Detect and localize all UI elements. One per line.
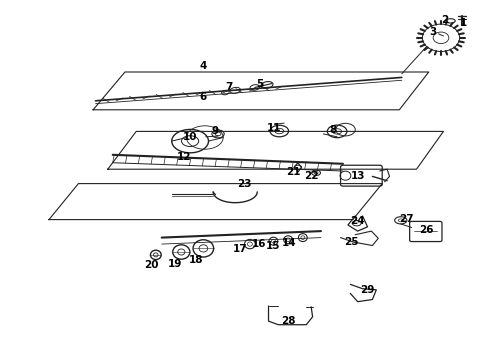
Text: 28: 28 xyxy=(281,316,295,326)
Text: 3: 3 xyxy=(429,27,436,37)
Text: 12: 12 xyxy=(176,152,191,162)
Text: 15: 15 xyxy=(266,240,281,251)
Text: 11: 11 xyxy=(267,123,282,133)
Text: 9: 9 xyxy=(211,126,218,136)
Text: 18: 18 xyxy=(189,255,203,265)
Text: 7: 7 xyxy=(225,82,233,92)
Text: 25: 25 xyxy=(344,237,359,247)
Text: 5: 5 xyxy=(256,78,263,89)
Text: 27: 27 xyxy=(399,214,414,224)
Text: 14: 14 xyxy=(282,238,296,248)
Text: 29: 29 xyxy=(360,285,375,295)
Text: 2: 2 xyxy=(441,15,448,25)
Text: 13: 13 xyxy=(350,171,365,181)
Text: 16: 16 xyxy=(251,239,266,249)
Text: 21: 21 xyxy=(286,167,300,177)
Text: 17: 17 xyxy=(233,244,247,254)
Text: 23: 23 xyxy=(237,179,251,189)
Text: 19: 19 xyxy=(168,258,183,269)
Text: 1: 1 xyxy=(460,18,466,28)
Text: 20: 20 xyxy=(144,260,158,270)
Text: 6: 6 xyxy=(200,92,207,102)
Text: 10: 10 xyxy=(183,132,197,142)
Text: 24: 24 xyxy=(350,216,365,226)
Text: 22: 22 xyxy=(304,171,318,181)
Text: 26: 26 xyxy=(419,225,434,235)
Text: 8: 8 xyxy=(330,125,337,135)
Text: 4: 4 xyxy=(199,60,207,71)
